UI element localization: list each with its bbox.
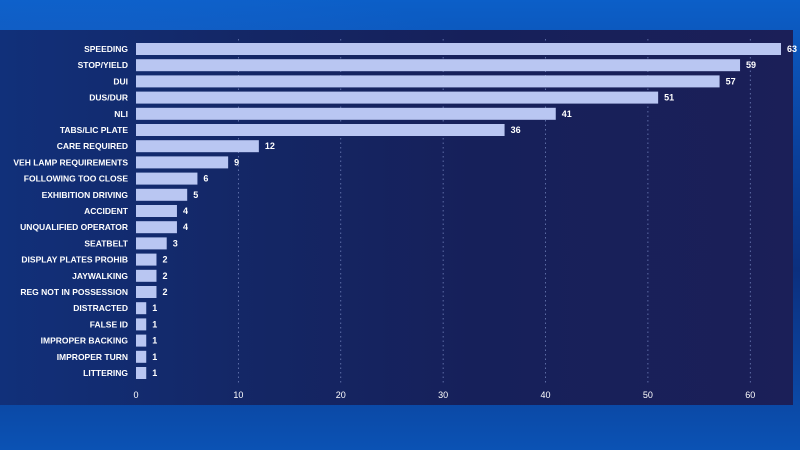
bar [136,269,157,282]
bar [136,253,157,266]
category-label: LITTERING [83,368,128,378]
data-label: 3 [173,238,178,248]
category-label: DUI [113,76,128,86]
bar [136,140,259,153]
data-label: 63 [787,44,797,54]
category-label: DISPLAY PLATES PROHIB [21,255,128,265]
data-label: 4 [183,206,188,216]
bar [136,91,659,104]
data-label: 1 [152,303,157,313]
data-label: 36 [511,125,521,135]
bar [136,59,741,72]
bar [136,286,157,298]
category-label: DISTRACTED [73,303,128,313]
x-tick-label: 30 [438,390,448,400]
bar [136,367,147,379]
x-tick-label: 60 [745,390,755,400]
category-label: ACCIDENT [84,206,129,216]
category-label: VEH LAMP REQUIREMENTS [13,157,128,167]
bar [136,318,147,331]
category-label: CARE REQUIRED [57,141,128,151]
category-label: EXHIBITION DRIVING [42,190,129,200]
data-label: 51 [664,93,674,103]
category-label: NLI [114,109,128,119]
category-label: TABS/LIC PLATE [60,125,128,135]
x-tick-label: 20 [336,390,346,400]
category-label: SEATBELT [84,238,128,248]
category-label: FOLLOWING TOO CLOSE [24,174,129,184]
bar [136,172,198,185]
data-label: 41 [562,109,572,119]
bar [136,237,167,250]
category-label: UNQUALIFIED OPERATOR [20,222,128,232]
data-label: 2 [162,255,167,265]
category-label: SPEEDING [84,44,128,54]
category-label: STOP/YIELD [78,60,128,70]
x-tick-label: 50 [643,390,653,400]
category-label: JAYWALKING [72,271,128,281]
x-tick-label: 40 [541,390,551,400]
bar [136,107,556,120]
bar [136,43,781,55]
data-label: 57 [726,76,736,86]
data-label: 1 [152,336,157,346]
x-tick-label: 0 [133,390,138,400]
x-tick-label: 10 [233,390,243,400]
bar [136,302,147,315]
data-label: 1 [152,352,157,362]
category-label: IMPROPER BACKING [41,336,129,346]
bar [136,124,505,136]
bar [136,221,177,234]
category-label: REG NOT IN POSSESSION [20,287,128,297]
category-label: DUS/DUR [89,93,128,103]
data-label: 59 [746,60,756,70]
data-label: 2 [162,287,167,297]
bar [136,350,147,363]
data-label: 1 [152,319,157,329]
data-label: 6 [203,174,208,184]
category-label: FALSE ID [90,319,128,329]
data-label: 12 [265,141,275,151]
data-label: 2 [162,271,167,281]
category-label: IMPROPER TURN [57,352,128,362]
bar [136,334,147,347]
bar [136,188,188,201]
data-label: 9 [234,157,239,167]
data-label: 5 [193,190,198,200]
data-label: 4 [183,222,188,232]
data-label: 1 [152,368,157,378]
bar [136,75,720,88]
bar [136,205,177,217]
bar [136,156,229,169]
